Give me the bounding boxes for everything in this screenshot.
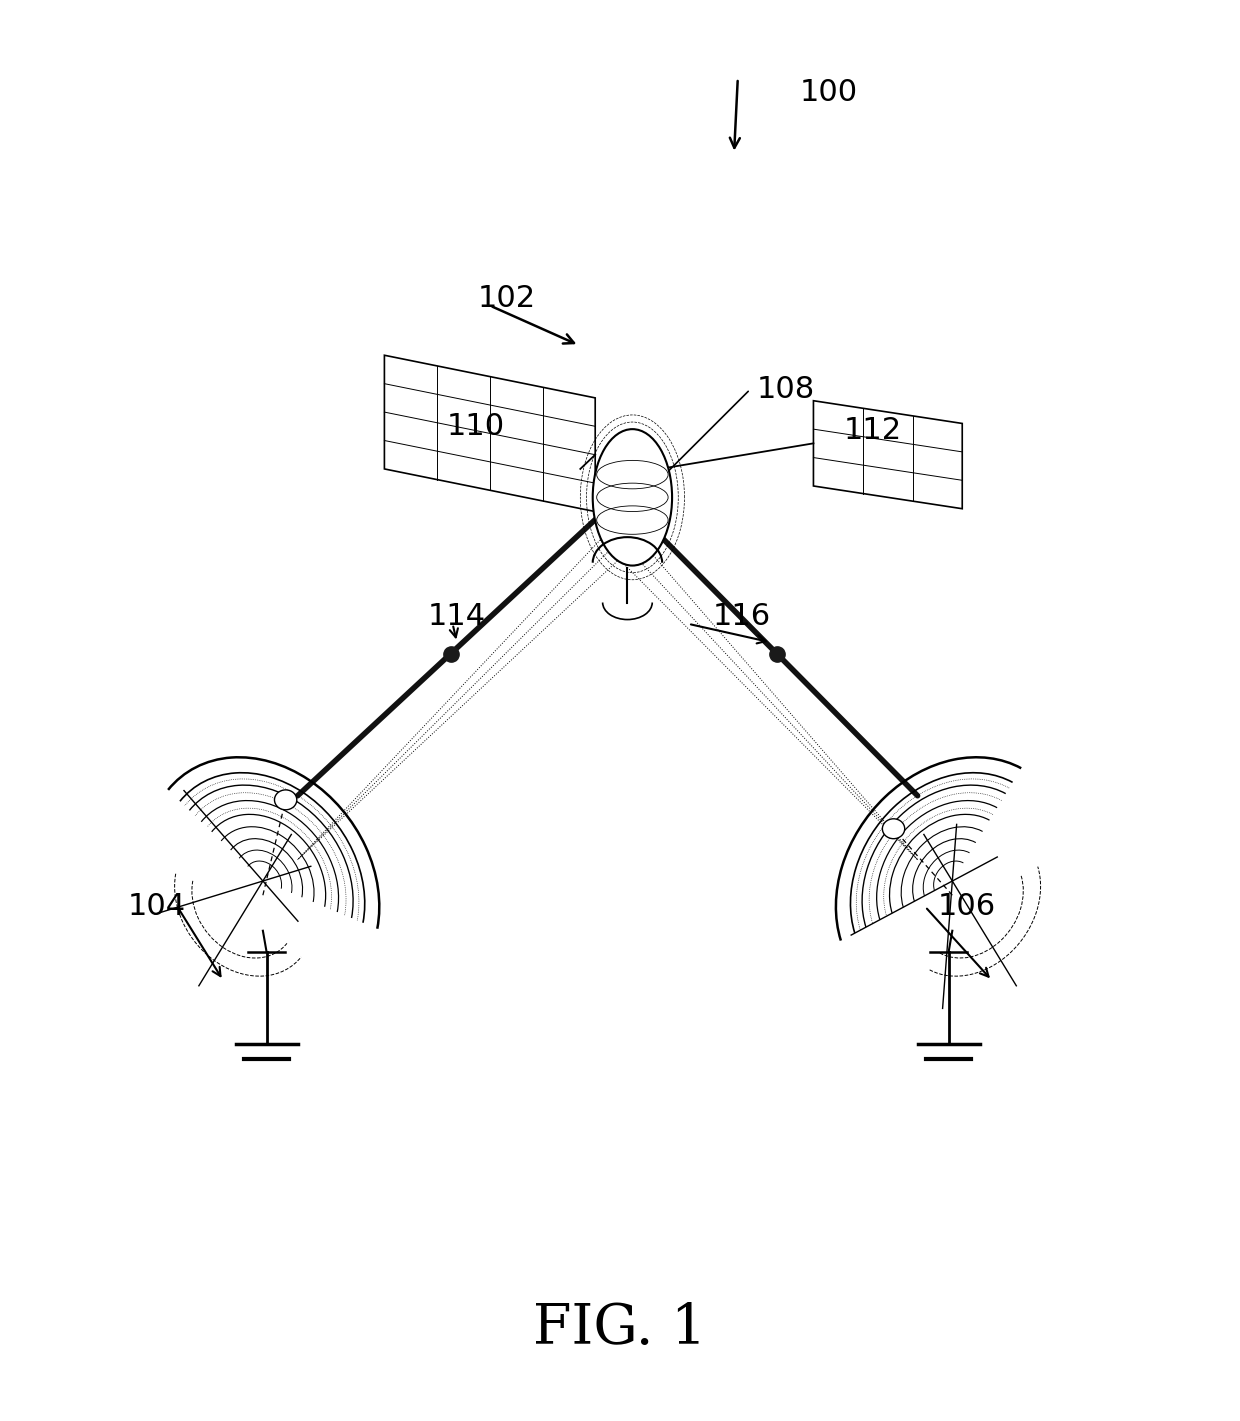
- Text: 110: 110: [446, 412, 505, 441]
- Text: 116: 116: [713, 603, 771, 631]
- Text: 104: 104: [128, 892, 186, 921]
- Text: 100: 100: [800, 78, 858, 107]
- Text: 112: 112: [843, 416, 901, 445]
- Ellipse shape: [593, 429, 672, 566]
- Text: 106: 106: [937, 892, 996, 921]
- Text: FIG. 1: FIG. 1: [533, 1302, 707, 1356]
- Text: 102: 102: [477, 284, 536, 313]
- Text: 114: 114: [428, 603, 486, 631]
- Ellipse shape: [274, 790, 296, 810]
- Ellipse shape: [883, 818, 905, 838]
- Text: 108: 108: [756, 375, 815, 404]
